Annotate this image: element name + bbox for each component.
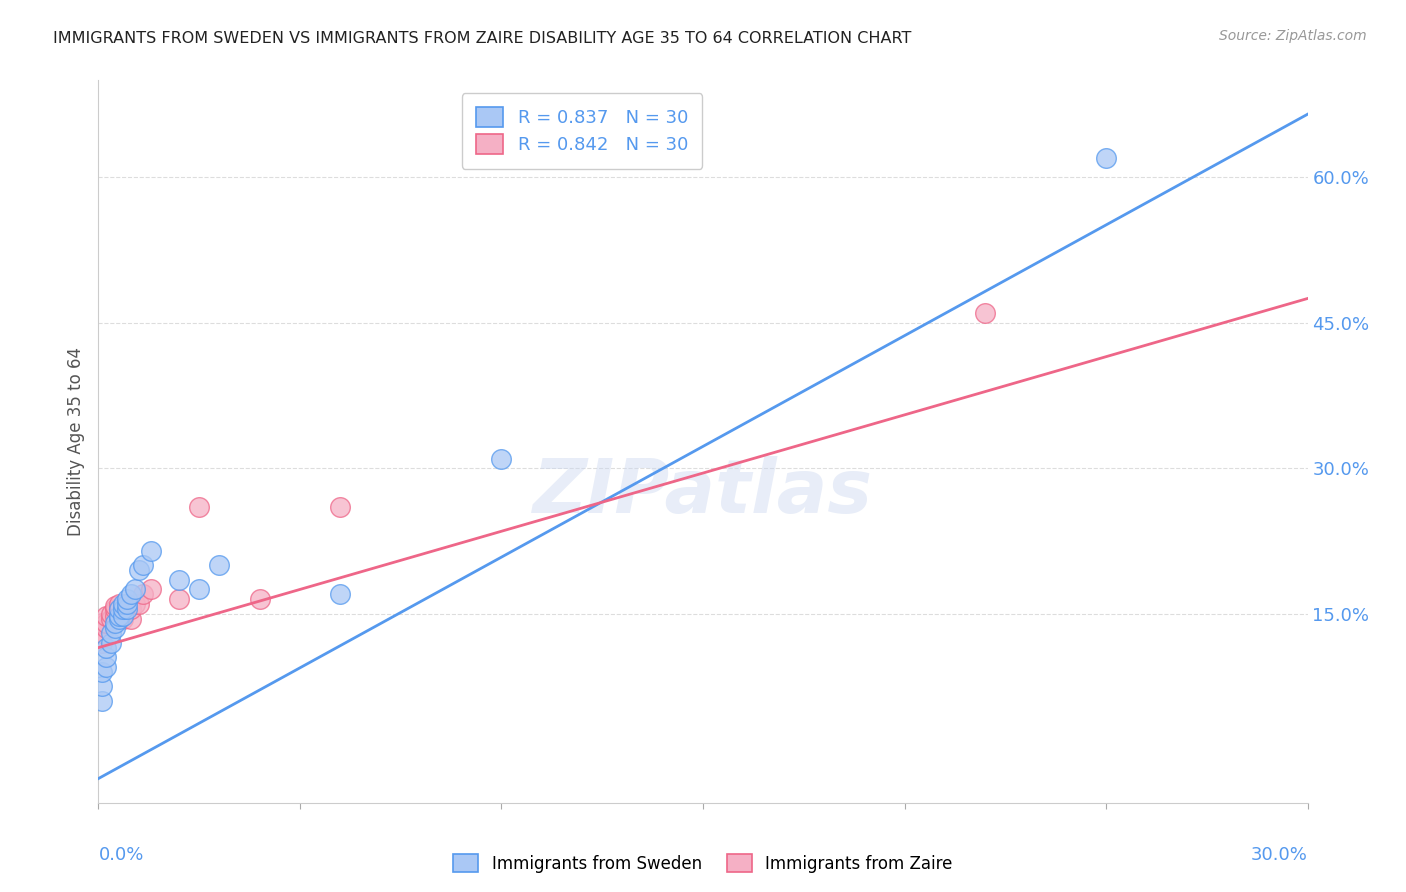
Point <box>329 500 352 514</box>
Point <box>111 602 134 616</box>
Y-axis label: Disability Age 35 to 64: Disability Age 35 to 64 <box>66 347 84 536</box>
Point <box>107 608 129 623</box>
Point <box>96 660 118 674</box>
Point <box>100 626 122 640</box>
Point <box>103 621 125 635</box>
Text: ZIPatlas: ZIPatlas <box>533 456 873 529</box>
Point <box>103 616 125 631</box>
Point <box>115 602 138 616</box>
Point <box>107 602 129 616</box>
Point <box>115 602 138 616</box>
Point <box>96 608 118 623</box>
Point <box>167 592 190 607</box>
Point <box>96 616 118 631</box>
Point <box>107 597 129 611</box>
Point <box>103 602 125 616</box>
Point <box>208 558 231 573</box>
Point <box>139 543 162 558</box>
Point <box>188 582 211 597</box>
Point <box>132 558 155 573</box>
Point <box>249 592 271 607</box>
Point <box>128 563 150 577</box>
Point <box>124 582 146 597</box>
Point <box>103 608 125 623</box>
Point <box>96 640 118 655</box>
Point <box>107 602 129 616</box>
Point <box>111 611 134 625</box>
Point <box>188 500 211 514</box>
Point <box>329 587 352 601</box>
Point <box>111 602 134 616</box>
Text: Source: ZipAtlas.com: Source: ZipAtlas.com <box>1219 29 1367 43</box>
Legend: Immigrants from Sweden, Immigrants from Zaire: Immigrants from Sweden, Immigrants from … <box>447 847 959 880</box>
Point <box>139 582 162 597</box>
Point <box>132 587 155 601</box>
Point <box>96 621 118 635</box>
Point <box>91 694 114 708</box>
Point <box>115 592 138 607</box>
Point <box>120 602 142 616</box>
Point <box>107 611 129 625</box>
Point <box>100 607 122 621</box>
Point <box>103 599 125 613</box>
Point <box>96 650 118 665</box>
Point <box>115 597 138 611</box>
Point <box>91 626 114 640</box>
Point <box>491 451 513 466</box>
Point <box>115 597 138 611</box>
Text: IMMIGRANTS FROM SWEDEN VS IMMIGRANTS FROM ZAIRE DISABILITY AGE 35 TO 64 CORRELAT: IMMIGRANTS FROM SWEDEN VS IMMIGRANTS FRO… <box>53 31 912 46</box>
Point <box>111 597 134 611</box>
Point <box>128 597 150 611</box>
Point <box>1095 151 1118 165</box>
Point <box>167 573 190 587</box>
Point <box>974 306 997 320</box>
Point <box>91 665 114 679</box>
Point <box>124 597 146 611</box>
Point <box>91 680 114 694</box>
Point <box>111 607 134 621</box>
Point <box>120 587 142 601</box>
Point <box>107 608 129 623</box>
Point <box>100 636 122 650</box>
Point <box>91 636 114 650</box>
Point <box>100 611 122 625</box>
Text: 0.0%: 0.0% <box>98 847 143 864</box>
Legend: R = 0.837   N = 30, R = 0.842   N = 30: R = 0.837 N = 30, R = 0.842 N = 30 <box>461 93 703 169</box>
Point <box>111 608 134 623</box>
Point <box>91 616 114 631</box>
Text: 30.0%: 30.0% <box>1251 847 1308 864</box>
Point <box>120 611 142 625</box>
